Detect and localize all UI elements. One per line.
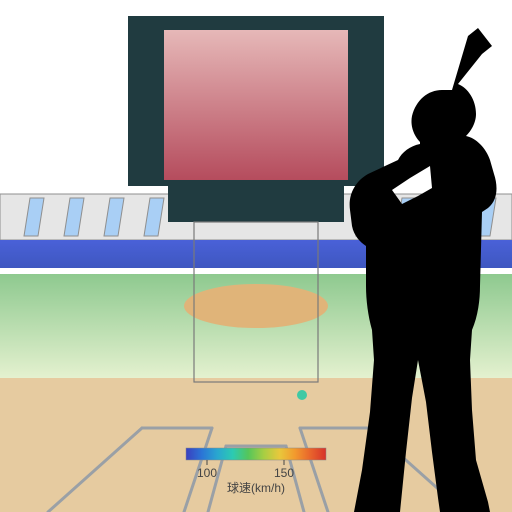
pitchers-mound [184,284,328,328]
scoreboard-screen [164,30,348,180]
pitch-location-diagram: 100 150 球速(km/h) [0,0,512,512]
scoreboard-base [168,186,344,222]
legend-colorbar [186,448,326,460]
legend-label: 球速(km/h) [227,481,285,495]
legend-tick-label: 100 [197,466,217,480]
stage-svg: 100 150 球速(km/h) [0,0,512,512]
pitch-marker [297,390,307,400]
legend-tick-label: 150 [274,466,294,480]
